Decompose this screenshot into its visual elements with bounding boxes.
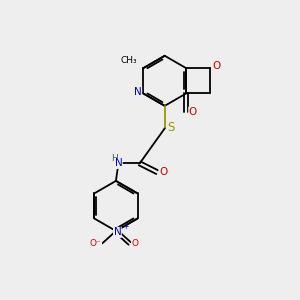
Text: O: O [212,61,221,71]
Text: N: N [115,158,122,168]
Text: +: + [122,222,129,231]
Text: S: S [167,121,174,134]
Text: O: O [189,107,197,117]
Text: O: O [159,167,167,177]
Text: N: N [113,227,121,237]
Text: N: N [134,87,142,97]
Text: O⁻: O⁻ [90,239,101,248]
Text: CH₃: CH₃ [120,56,136,65]
Text: H: H [112,154,118,163]
Text: O: O [131,239,139,248]
